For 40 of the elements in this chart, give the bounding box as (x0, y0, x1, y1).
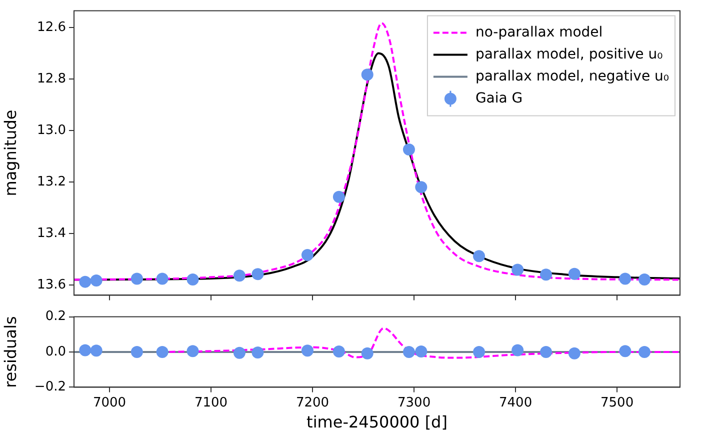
point (233, 270, 246, 282)
point (186, 274, 199, 286)
x-tick-label: 7500 (600, 395, 634, 410)
point (473, 250, 486, 262)
point (638, 274, 650, 286)
point (568, 268, 580, 280)
x-tick-label: 7400 (499, 395, 532, 410)
point (512, 264, 524, 276)
point (540, 268, 552, 281)
point (301, 249, 314, 262)
y-axis-title: residuals (0, 316, 20, 388)
point (79, 276, 92, 288)
y-tick-label: 13.6 (37, 277, 66, 292)
x-tick-label: 7200 (296, 395, 330, 410)
y-tick-label: 0.2 (45, 309, 66, 324)
y-tick-label: 13.0 (37, 122, 66, 138)
point (130, 272, 143, 285)
point (332, 190, 345, 203)
legend-label: no-parallax model (475, 24, 603, 40)
y-tick-label: −0.2 (34, 380, 66, 395)
point (402, 144, 415, 156)
y-tick-label: 13.4 (37, 226, 66, 241)
point (156, 272, 168, 285)
y-tick-label: 0.0 (45, 344, 66, 360)
y-tick-label: 12.6 (37, 20, 66, 35)
point (252, 268, 264, 280)
point (415, 181, 428, 194)
x-tick-label: 7000 (92, 395, 126, 410)
x-tick-label: 7100 (194, 395, 228, 410)
point (619, 272, 632, 285)
x-tick-label: 7300 (398, 395, 431, 410)
legend-label: Gaia G (475, 90, 523, 106)
y-tick-label: 12.8 (37, 71, 66, 86)
legend-label: parallax model, negative u₀ (475, 68, 670, 84)
y-axis-title: magnitude (0, 110, 20, 196)
x-axis-title: time-2450000 [d] (306, 412, 448, 432)
y-tick-label: 13.2 (37, 174, 66, 190)
point (361, 68, 374, 81)
legend-label: parallax model, positive u₀ (475, 46, 664, 62)
point (90, 274, 102, 287)
